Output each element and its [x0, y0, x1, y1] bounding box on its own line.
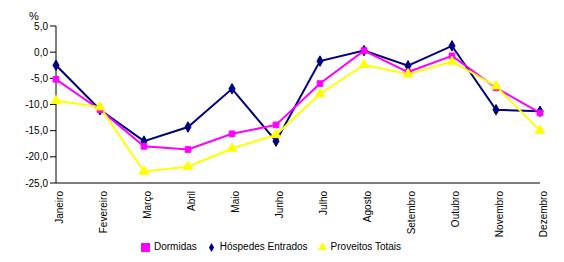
svg-text:Outubro: Outubro [450, 191, 461, 228]
svg-text:Janeiro: Janeiro [54, 191, 65, 224]
svg-text:-25,0: -25,0 [25, 178, 48, 189]
svg-text:5,0: 5,0 [34, 21, 48, 32]
svg-text:Maio: Maio [230, 191, 241, 213]
svg-text:Agosto: Agosto [362, 191, 373, 223]
svg-text:-15,0: -15,0 [25, 125, 48, 136]
svg-text:Novembro: Novembro [494, 191, 505, 238]
svg-text:Abril: Abril [186, 191, 197, 211]
svg-text:-5,0: -5,0 [31, 73, 49, 84]
svg-text:%: % [29, 10, 39, 22]
svg-text:Junho: Junho [274, 191, 285, 219]
html-text:Hóspedes Entrados: Hóspedes Entrados [219, 241, 308, 252]
svg-text:-10,0: -10,0 [25, 99, 48, 110]
svg-text:Fevereiro: Fevereiro [98, 191, 109, 234]
svg-text:Julho: Julho [318, 191, 329, 215]
svg-text:0,0: 0,0 [34, 47, 48, 58]
html-text:Dormidas: Dormidas [154, 241, 197, 252]
svg-text:Setembro: Setembro [406, 191, 417, 235]
html-text:Proveitos Totais: Proveitos Totais [330, 241, 401, 252]
svg-text:Dezembro: Dezembro [538, 191, 549, 238]
svg-text:-20,0: -20,0 [25, 151, 48, 162]
svg-text:Março: Março [142, 191, 153, 219]
